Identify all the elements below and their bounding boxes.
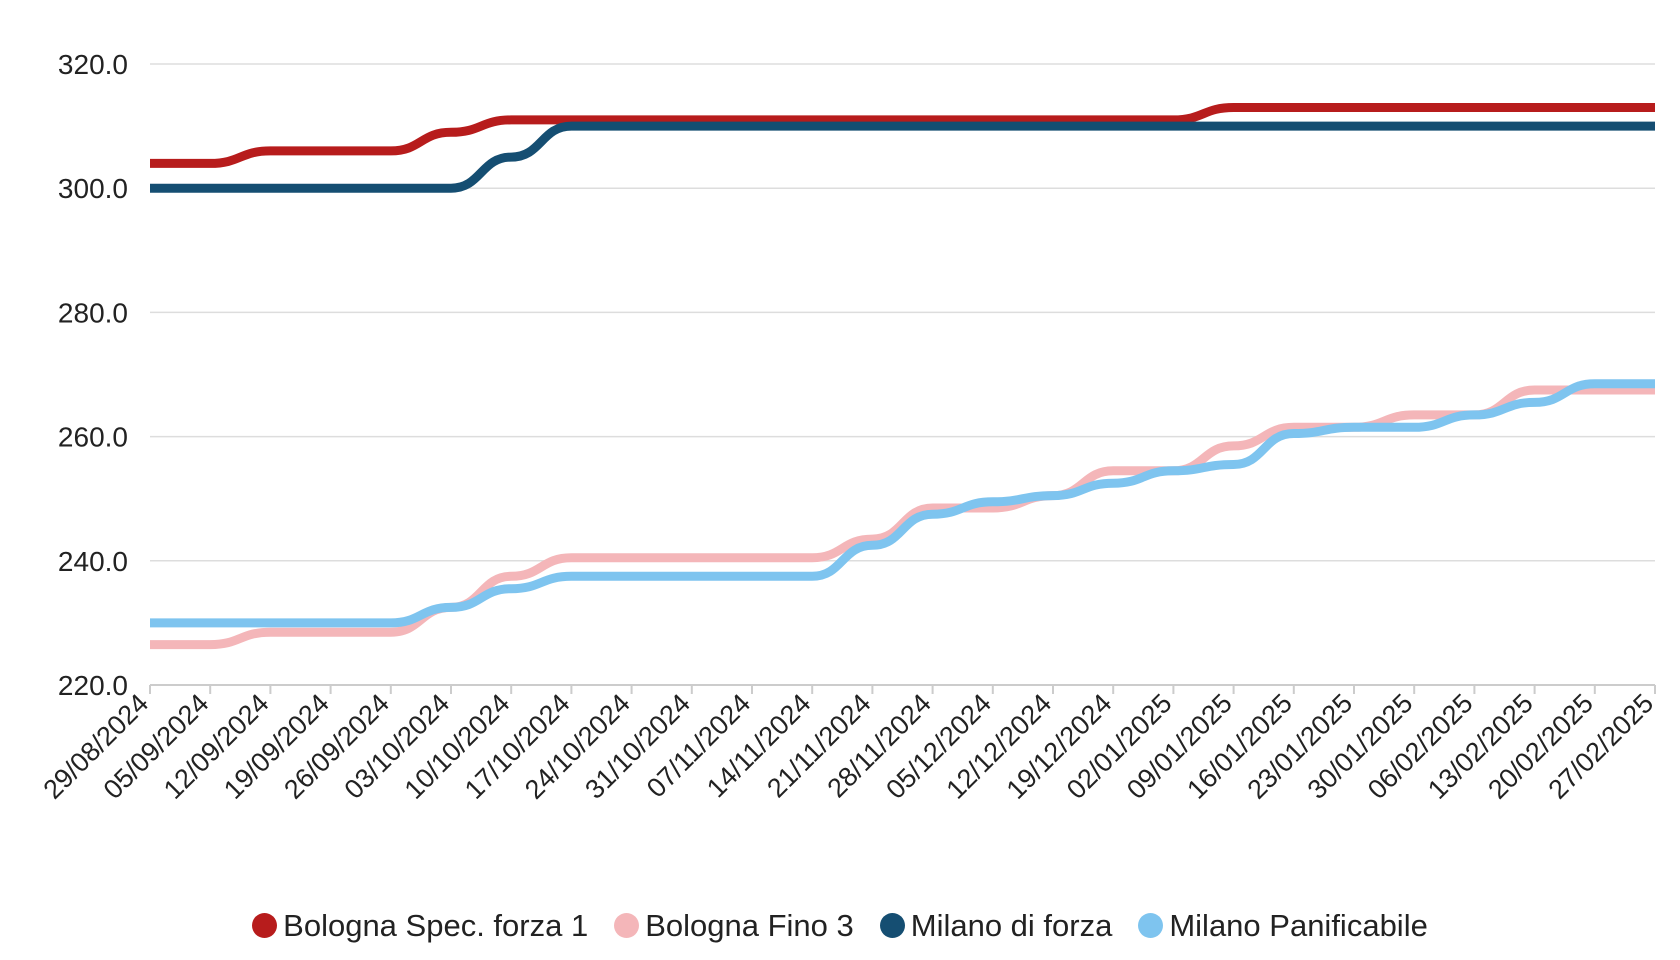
y-tick-label: 280.0: [58, 297, 128, 328]
y-tick-label: 300.0: [58, 173, 128, 204]
y-tick-label: 240.0: [58, 546, 128, 577]
legend-item-bologna-fino-3[interactable]: Bologna Fino 3: [614, 910, 854, 941]
y-tick-label: 260.0: [58, 422, 128, 453]
legend-label-milano-di-forza: Milano di forza: [910, 908, 1113, 943]
legend-item-milano-panificabile[interactable]: Milano Panificabile: [1138, 908, 1428, 943]
legend: Bologna Spec. forza 1 Bologna Fino 3 Mil…: [0, 910, 1680, 941]
legend-item-milano-di-forza[interactable]: Milano di forza: [879, 908, 1113, 943]
legend-label-milano-panificabile: Milano Panificabile: [1169, 908, 1428, 943]
series-line-milano-panificabile: [150, 379, 1655, 628]
gridlines: [150, 63, 1655, 562]
legend-label-bologna-fino-3: Bologna Fino 3: [645, 908, 854, 943]
series-line-bologna-spec-forza-1: [150, 103, 1655, 168]
x-axis: [149, 684, 1656, 694]
y-axis-tick-labels: 220.0 240.0 260.0 280.0 300.0 320.0: [58, 49, 128, 701]
legend-label-bologna-spec-forza-1: Bologna Spec. forza 1: [283, 908, 589, 943]
series-line-bologna-fino-3: [149, 385, 1655, 650]
legend-swatch-milano-di-forza: [879, 913, 905, 938]
y-tick-label: 320.0: [58, 49, 128, 80]
legend-swatch-milano-panificabile: [1138, 913, 1164, 938]
legend-swatch-bologna-spec-forza-1: [252, 913, 278, 938]
series-line-milano-di-forza: [150, 121, 1655, 193]
legend-item-bologna-spec-forza-1[interactable]: Bologna Spec. forza 1: [252, 910, 588, 941]
series-lines: [149, 103, 1655, 650]
x-axis-tick-labels: 29/08/202405/09/202412/09/202419/09/2024…: [37, 688, 1659, 805]
legend-swatch-bologna-fino-3: [614, 913, 640, 938]
y-tick-label: 220.0: [58, 670, 128, 701]
